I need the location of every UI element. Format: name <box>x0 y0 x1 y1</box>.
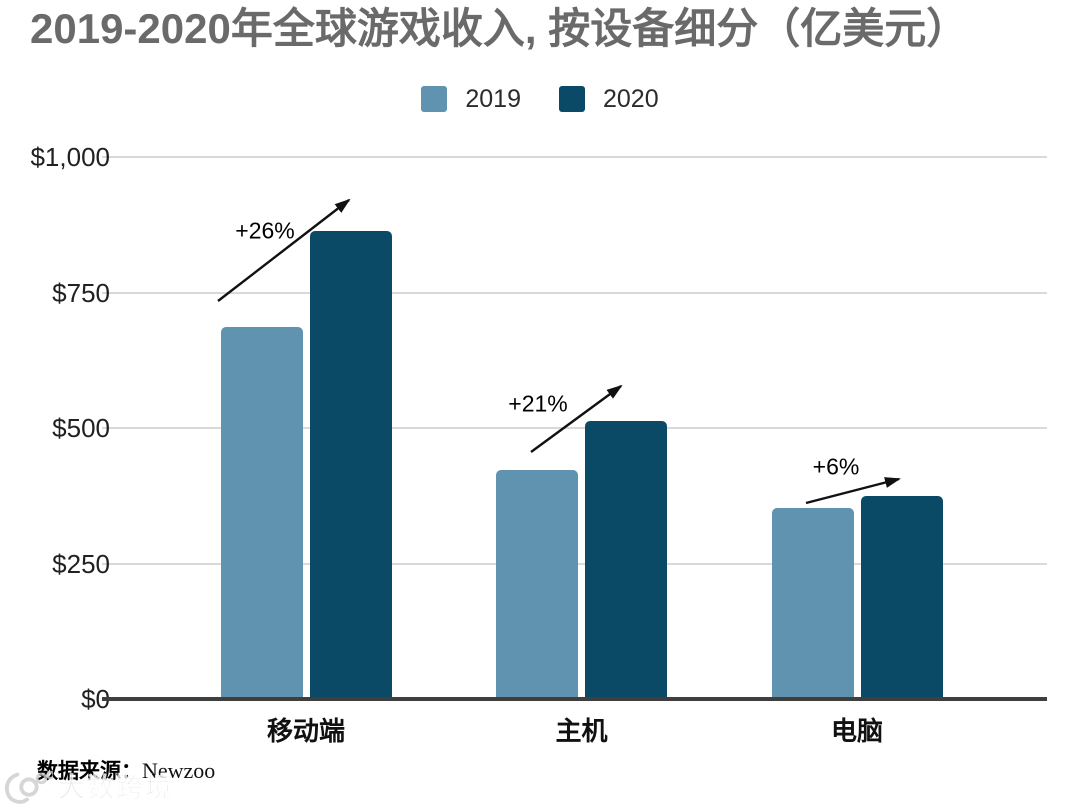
bar-2019-console <box>496 469 578 699</box>
legend-swatch-2019 <box>421 86 448 112</box>
bar-2019-mobile <box>220 326 303 699</box>
bar-2020-pc <box>860 496 943 699</box>
bar-2020-mobile <box>309 231 392 699</box>
x-axis-line <box>102 697 1047 701</box>
bar-2020-console <box>585 421 667 699</box>
source-prefix: 数据来源： <box>37 760 142 783</box>
legend: 2019 2020 <box>0 84 1080 114</box>
y-tick-label: $750 <box>52 277 110 308</box>
legend-swatch-2020 <box>559 86 585 112</box>
legend-label: 2019 <box>465 85 521 113</box>
legend-item-2020: 2020 <box>559 86 659 112</box>
gridline <box>102 291 1047 294</box>
source-line: 数据来源：Newzoo <box>37 755 215 785</box>
category-label-mobile: 移动端 <box>266 716 345 746</box>
gridline <box>102 156 1047 158</box>
y-tick-label: $250 <box>52 548 110 579</box>
y-tick-label: $1,000 <box>30 142 110 172</box>
category-label-console: 主机 <box>555 716 608 746</box>
legend-label: 2020 <box>603 85 659 113</box>
y-tick-label: $0 <box>81 684 110 714</box>
category-label-pc: 电脑 <box>830 716 883 746</box>
bar-2019-pc <box>771 508 854 699</box>
legend-item-2019: 2019 <box>421 86 521 112</box>
chart-title: 2019-2020年全球游戏收入, 按设备细分（亿美元） <box>30 5 969 52</box>
y-tick-label: $500 <box>52 413 110 443</box>
source-name: Newzoo <box>142 758 216 783</box>
